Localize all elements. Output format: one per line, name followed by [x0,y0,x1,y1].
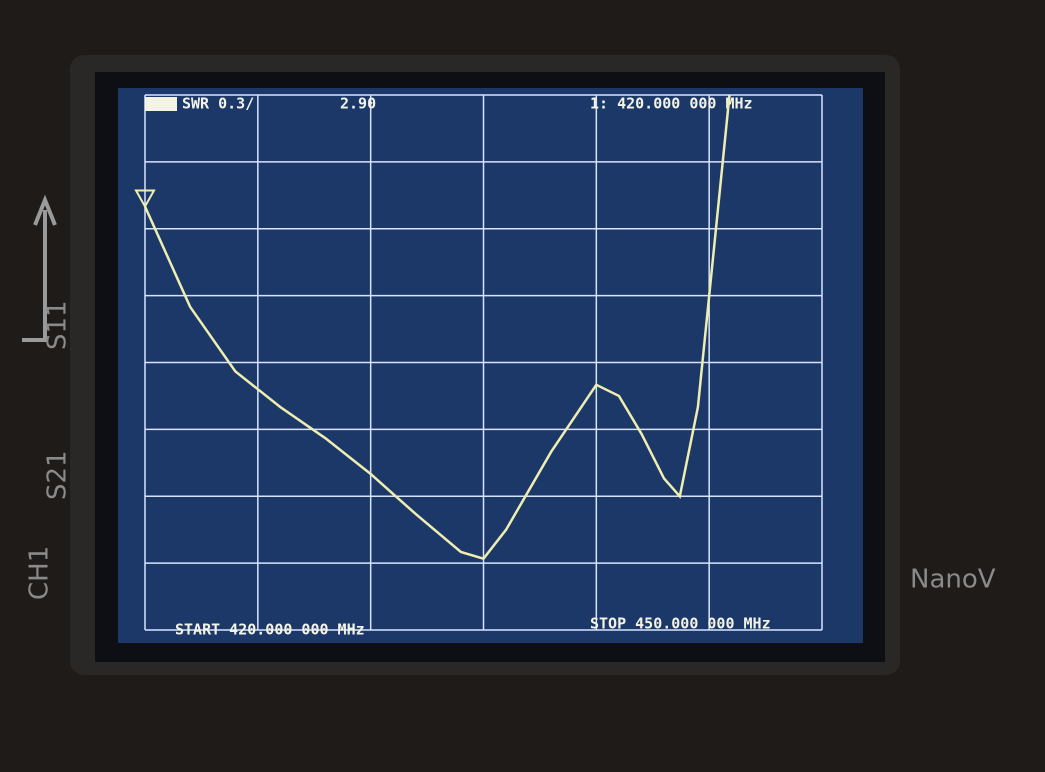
stop-label: STOP 450.000 000 MHz [590,615,771,633]
channel-label: CH1 [25,546,55,600]
port-label: S21 [43,450,73,500]
brand-label: NanoV [910,565,996,595]
trace-tag [145,97,177,111]
photo: S11 S21 CH1 NanoV SWR 0.3/ 2.90 1: 420.0… [0,0,1045,772]
start-label: START 420.000 000 MHz [175,621,365,639]
trace-label: SWR 0.3/ [182,95,254,113]
marker-value: 2.90 [340,95,376,113]
page: {"chart_data": {"type": "line", "trace_l… [0,0,1045,772]
port-label: S11 [43,300,73,350]
